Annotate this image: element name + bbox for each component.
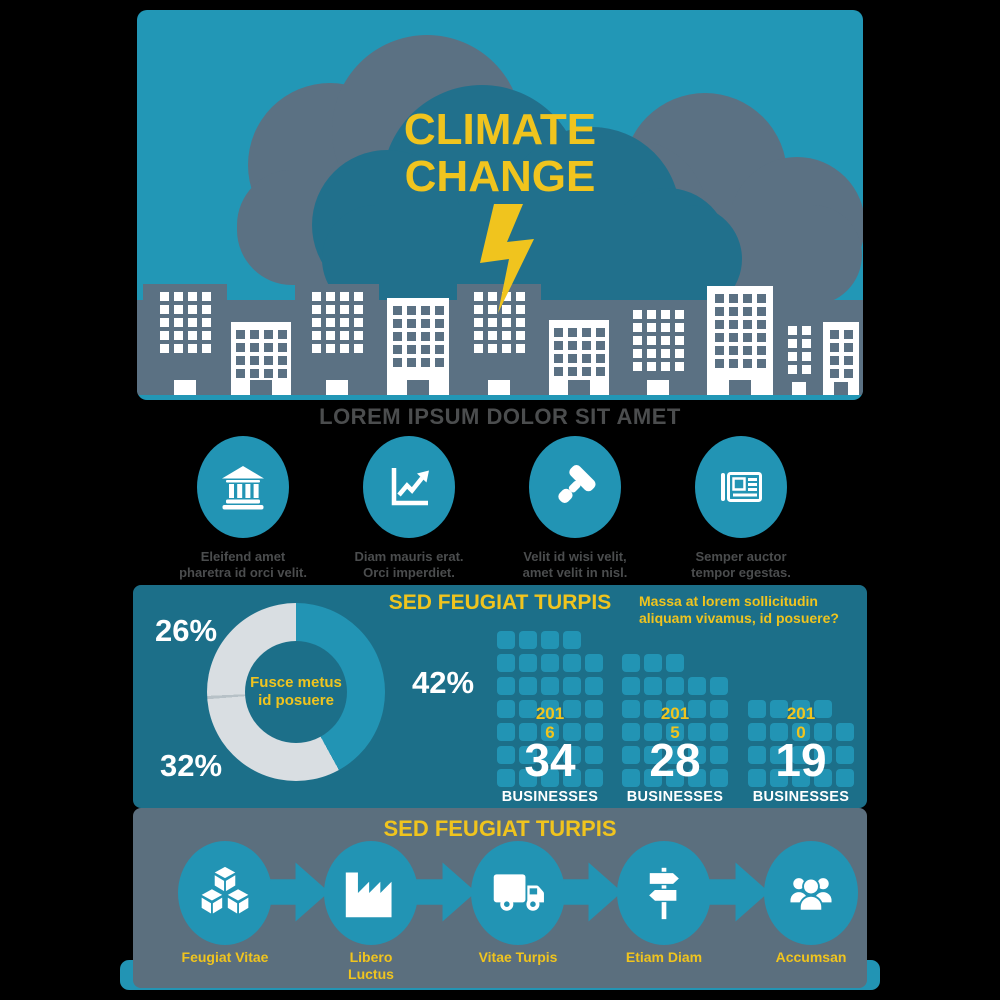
building [779,318,819,395]
building [295,284,379,395]
waffle-value: 19 [775,734,827,786]
header-panel: CLIMATE CHANGE [137,10,863,400]
arrow-right-icon [414,862,476,922]
donut-label-42: 42% [412,665,475,700]
city-skyline [137,10,863,400]
features-row: Eleifend amet pharetra id orci velit. Di… [160,436,824,581]
subtitle: LOREM IPSUM DOLOR SIT AMET [319,404,681,429]
building [615,302,701,395]
donut-chart: Fusce metus id posuere [207,603,385,781]
stats-question: Massa at lorem sollicitudin aliquam viva… [639,593,839,626]
gavel-icon [529,436,621,538]
truck-icon [471,841,565,945]
waffle-value: 34 [524,734,576,786]
boxes-icon [178,841,272,945]
signpost-icon [617,841,711,945]
donut-label-26: 26% [155,613,218,648]
clouds-graphic [237,35,863,313]
waffle-unit: BUSINESSES [752,789,850,805]
process-step-label: Etiam Diam [625,949,703,965]
building [823,322,859,395]
waffle-chart-2015 [622,654,728,787]
growth-chart-icon [363,436,455,538]
process-step-label: Accumsan [775,949,847,965]
building [387,298,449,395]
feature-item: Eleifend amet pharetra id orci velit. [160,436,326,581]
building [707,286,773,395]
newspaper-icon [695,436,787,538]
process-step-label: Libero Luctus [348,949,394,982]
feature-caption: Velit id wisi velit, amet velit in nisl. [522,549,628,580]
feature-caption: Diam mauris erat. Orci imperdiet. [354,549,464,580]
feature-item: Velit id wisi velit, amet velit in nisl. [492,436,658,581]
process-step-label: Feugiat Vitae [181,949,269,965]
process-panel: SED FEUGIAT TURPIS [133,808,867,988]
building [143,284,227,395]
arrow-right-icon [267,862,329,922]
arrow-right-icon [707,862,769,922]
process-step-label: Vitae Turpis [478,949,558,965]
building [457,284,541,395]
waffle-unit: BUSINESSES [501,789,599,805]
waffle-value: 28 [649,734,701,786]
building [231,322,291,395]
waffle-year: 2015 [660,704,690,742]
building [549,320,609,395]
waffle-chart-2010 [748,700,854,787]
waffle-unit: BUSINESSES [626,789,724,805]
main-title: CLIMATE CHANGE [403,105,597,201]
feature-item: Diam mauris erat. Orci imperdiet. [326,436,492,581]
people-icon [764,841,858,945]
waffle-year: 2016 [535,704,565,742]
stats-heading: SED FEUGIAT TURPIS [388,591,612,614]
donut-center-label: Fusce metus id posuere [245,641,347,743]
waffle-year: 2010 [786,704,816,742]
arrow-right-icon [560,862,622,922]
feature-item: Semper auctor tempor egestas. [658,436,824,581]
feature-caption: Eleifend amet pharetra id orci velit. [179,549,307,580]
waffle-chart-2016 [497,631,603,787]
donut-label-32: 32% [160,748,223,783]
factory-icon [324,841,418,945]
museum-icon [197,436,289,538]
process-heading: SED FEUGIAT TURPIS [383,816,617,841]
feature-caption: Semper auctor tempor egestas. [691,549,791,580]
stats-panel: SED FEUGIAT TURPIS Massa at lorem sollic… [133,585,867,808]
